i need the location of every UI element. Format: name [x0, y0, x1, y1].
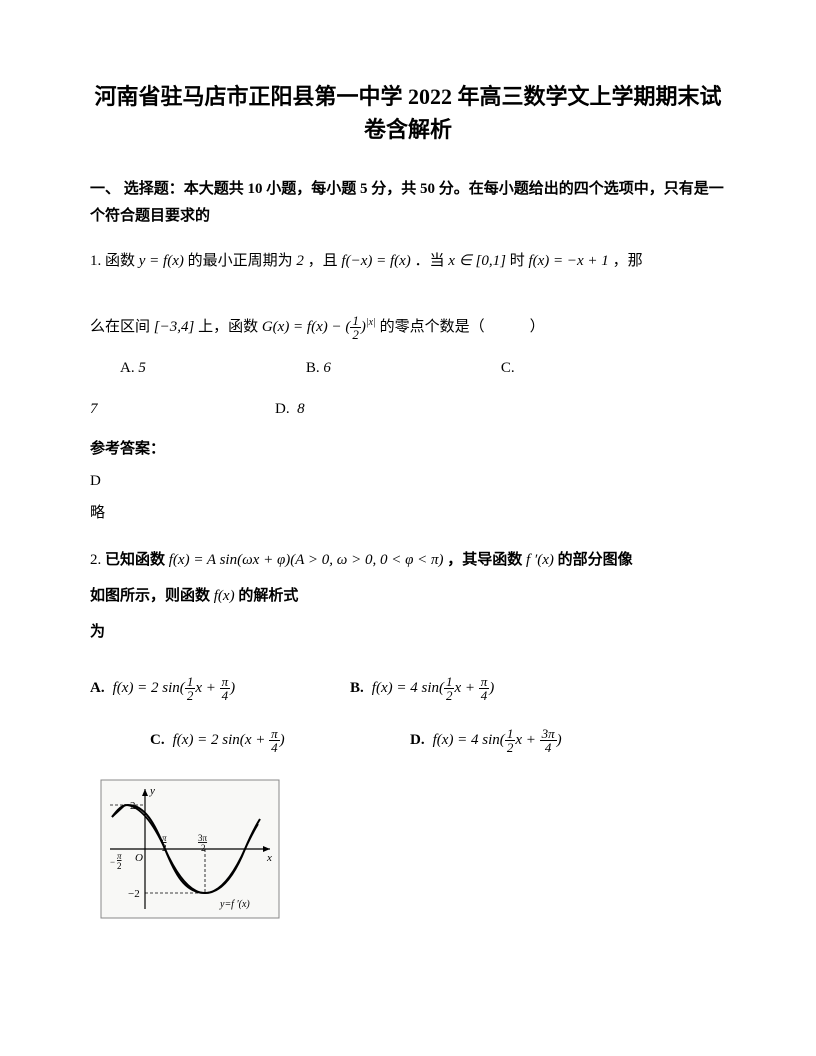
- x-neg-num: π: [117, 851, 122, 861]
- q1-text-9: 的零点个数是（ ）: [380, 319, 545, 335]
- q1-f7-num: 1: [350, 314, 361, 328]
- q1-optC-value: 7: [90, 401, 98, 417]
- x-mid-num: π: [162, 833, 167, 843]
- q1-options: A. 5 B. 6 C.: [90, 352, 726, 385]
- q2-text-6: 为: [90, 624, 105, 640]
- q1-text-1: 函数: [105, 253, 135, 269]
- question-2: 2. 已知函数 f(x) = A sin(ωx + φ)(A > 0, ω > …: [90, 542, 726, 919]
- q2-optB-formula: f(x) = 4 sin(12x + π4): [372, 675, 495, 702]
- q2-optA-label: A.: [90, 675, 105, 702]
- q2-optA-formula: f(x) = 2 sin(12x + π4): [113, 675, 236, 702]
- x-neg-label: −: [110, 857, 115, 867]
- q2-optD-label: D.: [410, 727, 425, 754]
- q2-formula-3: f(x): [214, 588, 235, 604]
- q1-optD-label: D.: [275, 401, 290, 417]
- section-header: 一、 选择题：本大题共 10 小题，每小题 5 分，共 50 分。在每小题给出的…: [90, 176, 726, 230]
- q1-text-8: 上，函数: [198, 319, 258, 335]
- x-right-num: 3π: [198, 833, 208, 843]
- q1-text: 1. 函数 y = f(x) 的最小正周期为 2 ，且 f(−x) = f(x)…: [90, 245, 726, 344]
- q1-options-line2: 7 D. 8: [90, 393, 726, 426]
- derivative-graph: y x O 2 −2 − π 2 π 2 3π 2 y=f ′(x): [100, 779, 280, 919]
- q1-optB-label: B.: [306, 352, 320, 385]
- curve-label: y=f ′(x): [219, 899, 250, 910]
- q1-answer-note: 略: [90, 500, 726, 527]
- q2-optC-label: C.: [150, 727, 165, 754]
- q2-optA: A. f(x) = 2 sin(12x + π4): [90, 675, 350, 702]
- q2-optB-label: B.: [350, 675, 364, 702]
- q1-text-2: 的最小正周期为: [188, 253, 293, 269]
- q2-text-5: 的解析式: [238, 588, 298, 604]
- question-1: 1. 函数 y = f(x) 的最小正周期为 2 ，且 f(−x) = f(x)…: [90, 245, 726, 527]
- q2-text-2: ，其导函数: [447, 552, 522, 568]
- x-axis-label: x: [266, 852, 272, 864]
- q2-text: 2. 已知函数 f(x) = A sin(ωx + φ)(A > 0, ω > …: [90, 542, 726, 650]
- q1-optB-value: 6: [323, 352, 331, 385]
- q1-formula-4: x ∈ [0,1]: [448, 253, 506, 269]
- q1-formula-6: [−3,4]: [154, 319, 195, 335]
- x-mid-den: 2: [162, 843, 167, 853]
- q1-text-4: ．当: [415, 253, 445, 269]
- q2-optC-formula: f(x) = 2 sin(x + π4): [173, 727, 285, 754]
- y-axis-label: y: [149, 785, 155, 797]
- origin-label: O: [135, 852, 143, 864]
- graph-svg: y x O 2 −2 − π 2 π 2 3π 2 y=f ′(x): [100, 779, 280, 919]
- q2-text-1: 已知函数: [105, 552, 165, 568]
- q1-f7-exp: |x|: [366, 317, 376, 328]
- document-title: 河南省驻马店市正阳县第一中学 2022 年高三数学文上学期期末试卷含解析: [90, 80, 726, 146]
- q1-optA-value: 5: [138, 352, 146, 385]
- q1-formula-2: 2: [296, 253, 304, 269]
- q2-text-4: 如图所示，则函数: [90, 588, 210, 604]
- q1-optA-label: A.: [120, 352, 135, 385]
- q1-formula-5: f(x) = −x + 1: [528, 253, 608, 269]
- q1-optC-label: C.: [501, 352, 515, 385]
- q2-option-row-1: A. f(x) = 2 sin(12x + π4) B. f(x) = 4 si…: [90, 675, 726, 702]
- q1-text-5: 时: [510, 253, 525, 269]
- q2-number: 2.: [90, 552, 101, 568]
- y-max-label: 2: [130, 800, 136, 812]
- q2-formula-2: f ′(x): [526, 552, 554, 568]
- q2-formula-1: f(x) = A sin(ωx + φ)(A > 0, ω > 0, 0 < φ…: [169, 552, 444, 568]
- q1-answer-label: 参考答案：: [90, 436, 726, 463]
- x-neg-den: 2: [117, 861, 122, 871]
- q2-text-3: 的部分图像: [558, 552, 633, 568]
- q1-formula-1: y = f(x): [139, 253, 184, 269]
- q2-optD-formula: f(x) = 4 sin(12x + 3π4): [433, 727, 562, 754]
- x-right-den: 2: [201, 843, 206, 853]
- q1-text-3: ，且: [308, 253, 338, 269]
- q1-formula-3: f(−x) = f(x): [341, 253, 410, 269]
- q2-optC: C. f(x) = 2 sin(x + π4): [150, 727, 410, 754]
- q1-formula-7: G(x) = f(x) − (12)|x|: [262, 319, 380, 335]
- q2-optD: D. f(x) = 4 sin(12x + 3π4): [410, 727, 562, 754]
- y-min-label: −2: [128, 888, 140, 900]
- q2-optB: B. f(x) = 4 sin(12x + π4): [350, 675, 494, 702]
- q1-number: 1.: [90, 253, 101, 269]
- q1-text-7: 么在区间: [90, 319, 150, 335]
- q1-answer: D: [90, 468, 726, 495]
- q1-optD-value: 8: [297, 401, 305, 417]
- q1-text-6: ，那: [613, 253, 643, 269]
- q2-options: A. f(x) = 2 sin(12x + π4) B. f(x) = 4 si…: [90, 675, 726, 754]
- q1-f7-den: 2: [350, 328, 361, 341]
- q1-f7-prefix: G(x) = f(x) − (: [262, 319, 351, 335]
- q2-option-row-2: C. f(x) = 2 sin(x + π4) D. f(x) = 4 sin(…: [90, 727, 726, 754]
